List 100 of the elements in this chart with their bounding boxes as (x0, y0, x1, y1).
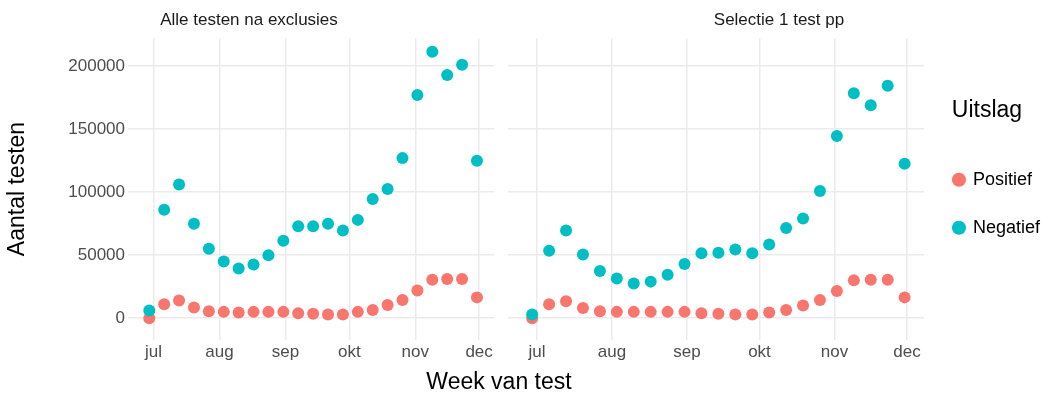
point (560, 295, 573, 308)
point (543, 244, 556, 257)
point (593, 305, 606, 318)
point (366, 193, 379, 206)
x-tick-label: sep (673, 342, 701, 362)
point (411, 89, 424, 102)
point (644, 275, 657, 288)
point (881, 273, 894, 286)
point (381, 183, 394, 195)
point (678, 257, 691, 270)
point (232, 306, 245, 319)
y-tick-label: 0 (115, 307, 125, 327)
point (158, 298, 171, 311)
point (712, 246, 725, 259)
point (813, 293, 826, 306)
y-axis-title: Aantal testen (3, 121, 30, 257)
point (593, 264, 606, 277)
point (336, 308, 349, 321)
point (232, 262, 245, 275)
point (202, 305, 215, 318)
x-tick-label: jul (527, 342, 546, 362)
x-tick-label: dec (893, 342, 922, 362)
point (441, 273, 454, 286)
point (247, 305, 260, 318)
point (396, 152, 409, 165)
point (173, 178, 186, 191)
point (217, 305, 230, 318)
point (187, 301, 200, 314)
point (202, 242, 215, 255)
point (322, 217, 335, 230)
point (307, 307, 320, 320)
y-tick-label: 200000 (68, 55, 125, 75)
x-tick-label: nov (401, 342, 430, 362)
point (610, 272, 623, 285)
point (247, 258, 260, 271)
point (456, 58, 469, 71)
x-tick-label: jul (144, 342, 163, 362)
point (780, 303, 793, 316)
point (797, 299, 810, 312)
x-tick-label: aug (205, 342, 234, 362)
legend-label: Negatief (972, 216, 1041, 237)
point (426, 273, 439, 286)
x-tick-label: nov (820, 342, 849, 362)
point (763, 238, 776, 251)
point (627, 277, 640, 290)
point (526, 308, 539, 321)
point (644, 305, 657, 318)
point (262, 305, 275, 318)
point (217, 255, 230, 268)
point (729, 308, 742, 321)
point (847, 274, 860, 287)
x-tick-label: aug (597, 342, 627, 362)
point (158, 203, 171, 216)
point (864, 273, 877, 286)
y-tick-label: 50000 (77, 244, 125, 264)
point (712, 307, 725, 320)
point (470, 154, 483, 167)
legend-label: Positief (972, 168, 1033, 189)
point (746, 247, 759, 260)
point (441, 68, 454, 81)
point (864, 99, 877, 112)
point (351, 213, 364, 226)
x-axis-title: Week van test (425, 368, 573, 395)
point (307, 220, 320, 233)
point (411, 284, 424, 297)
point (678, 305, 691, 318)
point (543, 298, 556, 311)
point (292, 307, 305, 320)
point (187, 217, 200, 230)
point (336, 224, 349, 237)
point (661, 268, 674, 281)
point (351, 305, 364, 318)
point (173, 294, 186, 307)
point (695, 307, 708, 320)
y-tick-label: 150000 (68, 118, 125, 138)
point (661, 305, 674, 318)
x-tick-label: sep (271, 342, 300, 362)
legend-title: Uitslag (951, 96, 1023, 123)
chart-title: Selectie 1 test pp (713, 9, 845, 29)
point (470, 291, 483, 304)
point (277, 234, 290, 247)
point (813, 184, 826, 197)
point (560, 224, 573, 237)
point (746, 308, 759, 321)
point (898, 291, 911, 304)
point (763, 306, 776, 319)
point (847, 87, 860, 100)
point (396, 293, 409, 306)
point (143, 304, 156, 317)
y-tick-label: 100000 (68, 181, 125, 201)
point (830, 130, 843, 143)
point (898, 157, 911, 170)
point (881, 79, 894, 92)
point (695, 247, 708, 260)
point (780, 222, 793, 235)
point (729, 243, 742, 256)
x-tick-label: okt (337, 342, 361, 362)
x-tick-label: okt (748, 342, 772, 362)
point (797, 212, 810, 225)
chart-title: Alle testen na exclusies (160, 9, 338, 29)
